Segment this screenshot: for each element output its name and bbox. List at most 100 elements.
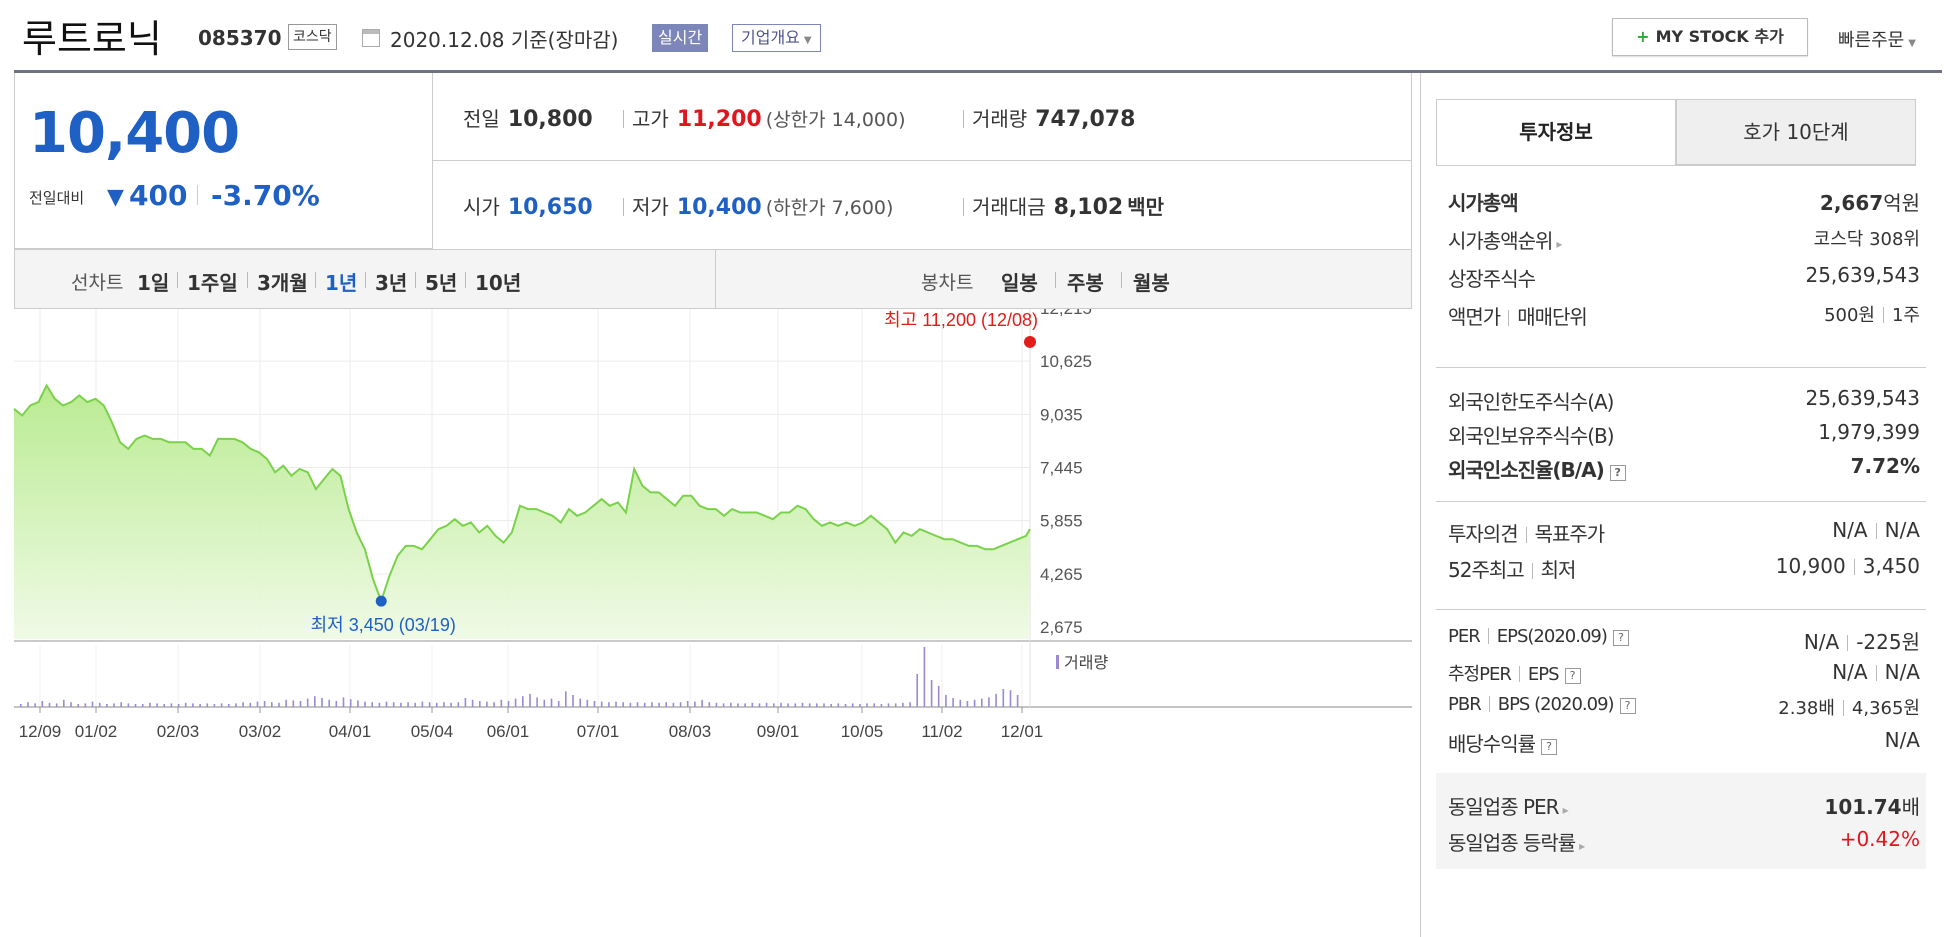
volume-bar [701, 699, 703, 707]
divider [197, 185, 198, 205]
company-overview-dropdown[interactable]: 기업개요 ▼ [732, 24, 821, 52]
volume-bar [995, 693, 997, 707]
market-cap-block: 시가총액 2,667억원 시가총액순위 ▸ 코스닥 308위 상장주식수 25,6… [1436, 183, 1926, 423]
volume-bar [787, 703, 789, 707]
period-3month[interactable]: 3개월 [257, 271, 308, 295]
high-cell: 고가 11,200 (상한가 14,000) [623, 103, 906, 132]
foreign-ratio-value: 7.72% [1850, 454, 1920, 478]
opinion-block: 투자의견 목표주가 N/A N/A 52주최고 최저 10,900 3,450 [1436, 501, 1926, 593]
volume-bar [20, 704, 22, 707]
divider [1531, 563, 1533, 579]
calendar-icon [362, 29, 380, 47]
divider [623, 198, 624, 216]
help-icon[interactable]: ? [1612, 630, 1629, 646]
volume-bar [557, 701, 560, 707]
low-value: 10,400 [676, 195, 762, 220]
volume-bar [608, 702, 610, 707]
divider [1518, 666, 1520, 682]
help-icon[interactable]: ? [1564, 668, 1581, 684]
volume-bar [242, 702, 244, 707]
volume-bar [292, 700, 295, 707]
volume-bar [98, 702, 101, 707]
tab-order-book[interactable]: 호가 10단계 [1676, 99, 1916, 165]
help-icon[interactable]: ? [1619, 698, 1636, 714]
volume-bar [113, 703, 115, 707]
volume-bar [184, 702, 187, 707]
help-icon[interactable]: ? [1541, 739, 1557, 755]
foreign-hold-label: 외국인보유주식수(B) [1448, 424, 1615, 448]
volume-bar [1002, 689, 1005, 707]
add-mystock-button[interactable]: + MY STOCK 추가 [1612, 18, 1808, 56]
divider [1488, 696, 1490, 712]
change-percent: -3.70% [211, 179, 320, 212]
opinion-label: 투자의견 목표주가 [1448, 518, 1605, 547]
industry-per-label: 동일업종 PER ▸ [1448, 791, 1569, 820]
candle-daily[interactable]: 일봉 [1001, 271, 1038, 295]
help-icon[interactable]: ? [1609, 465, 1626, 481]
chart-period-bar: 선차트 1일 1주일 3개월 1년 3년 5년 10년 봉차트 일봉 주봉 월봉 [14, 249, 1412, 309]
pbr: 2.38배 [1778, 698, 1835, 719]
tab-investment-info[interactable]: 투자정보 [1436, 99, 1676, 165]
change-label: 전일대비 [29, 189, 85, 207]
period-5year[interactable]: 5년 [425, 271, 458, 295]
volume-bar [988, 697, 990, 707]
volume-bar [357, 700, 359, 707]
pbr-text: PBR [1448, 694, 1482, 715]
listed-shares-label: 상장주식수 [1448, 267, 1536, 291]
x-tick-label: 05/04 [411, 722, 454, 741]
volume-bar [421, 701, 424, 707]
volume-bar [120, 702, 122, 707]
open-value: 10,650 [507, 195, 593, 220]
volume-bar [299, 701, 302, 707]
volume-bar [127, 703, 130, 707]
high-value: 11,200 [676, 107, 762, 132]
volume-bar [407, 702, 409, 707]
est-eps: N/A [1884, 660, 1920, 684]
volume-bar [758, 703, 761, 707]
down-triangle-icon: ▼ [107, 185, 124, 210]
volume-bar [622, 702, 624, 707]
lower-limit: (하한가 7,600) [765, 197, 894, 219]
market-cap-value: 2,667억원 [1820, 187, 1920, 216]
volume-bar [737, 703, 739, 707]
industry-change-row[interactable]: 동일업종 등락률 ▸ +0.42% [1448, 823, 1920, 857]
trade-value: 8,102 [1053, 195, 1124, 220]
period-10year[interactable]: 10년 [475, 271, 522, 295]
y-tick-label: 12,215 [1040, 309, 1092, 318]
volume-value: 747,078 [1035, 107, 1136, 132]
volume-bar [851, 703, 854, 707]
realtime-button[interactable]: 실시간 [652, 24, 709, 52]
period-3year[interactable]: 3년 [375, 271, 408, 295]
chevron-down-icon: ▼ [803, 35, 812, 46]
volume-bar [643, 702, 646, 707]
quick-order-dropdown[interactable]: 빠른주문 ▼ [1838, 26, 1916, 52]
volume-bar [41, 701, 44, 707]
industry-per-row[interactable]: 동일업종 PER ▸ 101.74배 [1448, 787, 1920, 821]
par-value-row: 액면가 매매단위 500원 1주 [1448, 297, 1920, 331]
volume-bar [285, 699, 287, 707]
prev-close-cell: 전일 10,800 [463, 103, 593, 132]
volume-bar [48, 702, 51, 707]
eps: -225원 [1856, 630, 1920, 654]
volume-bar [349, 699, 352, 707]
high-label: 고가 [632, 107, 669, 131]
y-tick-label: 4,265 [1040, 565, 1083, 584]
price-summary: 10,400 전일대비 ▼ 400 -3.70% 전일 10,800 고가 11,2… [14, 73, 1412, 249]
period-1year[interactable]: 1년 [325, 271, 358, 295]
price-chart[interactable]: 12,215 10,625 9,035 7,445 5,855 4,265 2,675 12/… [0, 309, 1412, 937]
candle-weekly[interactable]: 주봉 [1067, 271, 1104, 295]
market-cap-rank-row[interactable]: 시가총액순위 ▸ 코스닥 308위 [1448, 221, 1920, 255]
period-1week[interactable]: 1주일 [187, 271, 238, 295]
bps: 4,365원 [1851, 698, 1920, 719]
volume-bar [550, 698, 553, 707]
candle-monthly[interactable]: 월봉 [1133, 271, 1170, 295]
52week-high: 10,900 [1775, 554, 1846, 578]
period-1day[interactable]: 1일 [137, 271, 170, 295]
per-value: N/A -225원 [1804, 626, 1920, 655]
industry-per-unit: 배 [1901, 795, 1920, 819]
volume-bar [765, 702, 768, 707]
price-stats-grid: 전일 10,800 고가 11,200 (상한가 14,000) 거래량 747,078… [433, 73, 1411, 249]
volume-bar [651, 702, 653, 707]
volume-bar [156, 703, 158, 707]
volume-bar [744, 703, 746, 707]
